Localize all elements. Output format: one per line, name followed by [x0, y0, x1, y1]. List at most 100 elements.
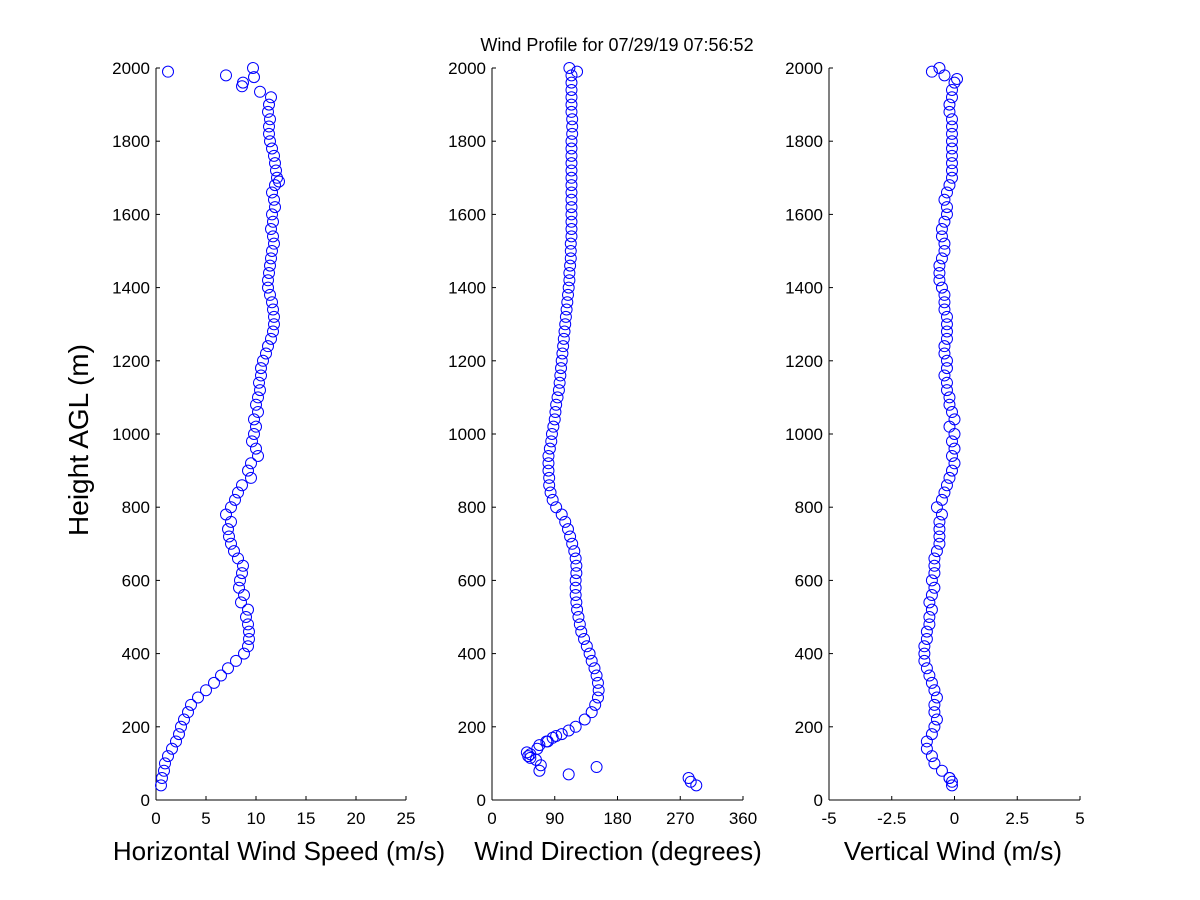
data-point-speed [225, 501, 237, 514]
data-point-speed [162, 65, 174, 78]
data-point-speed [250, 442, 262, 455]
data-point-vertical [940, 310, 953, 323]
data-point-speed [242, 640, 254, 653]
data-point-speed [236, 567, 248, 580]
data-point-speed [266, 142, 278, 155]
y-tick-label: 1600 [112, 205, 150, 224]
data-point-speed [238, 647, 250, 660]
data-point-speed [254, 85, 266, 98]
data-point-direction [533, 764, 546, 777]
y-tick-label: 200 [122, 718, 150, 737]
data-point-direction [565, 201, 578, 214]
data-point-vertical [948, 442, 961, 455]
data-point-direction [690, 779, 703, 792]
data-point-direction [559, 318, 572, 331]
data-point-direction [565, 83, 578, 96]
x-axis-label-direction: Wind Direction (degrees) [474, 836, 762, 866]
x-tick-label: 180 [603, 809, 631, 828]
data-point-vertical [943, 98, 956, 111]
data-point-direction [542, 449, 555, 462]
x-tick-label: 20 [347, 809, 366, 828]
data-point-direction [590, 761, 603, 774]
data-point-vertical [918, 640, 931, 653]
data-point-speed [267, 325, 279, 338]
y-tick-label: 1800 [112, 132, 150, 151]
data-point-speed [222, 662, 234, 675]
data-point-vertical [945, 779, 958, 792]
data-point-direction [555, 354, 568, 367]
data-point-vertical [928, 559, 941, 572]
data-point-direction [559, 310, 572, 323]
data-point-direction [556, 347, 569, 360]
y-tick-label: 400 [122, 645, 150, 664]
data-point-direction [542, 464, 555, 477]
data-point-direction [561, 288, 574, 301]
data-point-speed [243, 632, 255, 645]
data-point-vertical [925, 603, 938, 616]
data-point-direction [550, 501, 563, 514]
data-point-vertical [933, 259, 946, 272]
data-point-speed [155, 779, 167, 792]
data-point-direction [543, 442, 556, 455]
data-point-speed [166, 742, 178, 755]
data-point-direction [569, 574, 582, 587]
x-tick-label: 0 [950, 809, 959, 828]
data-point-vertical [923, 618, 936, 631]
data-point-speed [268, 149, 280, 162]
data-point-vertical [945, 142, 958, 155]
data-point-direction [551, 391, 564, 404]
data-point-speed [265, 252, 277, 265]
chart-title: Wind Profile for 07/29/19 07:56:52 [480, 35, 753, 55]
data-point-direction [565, 179, 578, 192]
data-point-vertical [935, 230, 948, 243]
data-point-direction [524, 751, 537, 764]
data-point-speed [247, 62, 259, 74]
data-point-direction [591, 676, 604, 689]
data-point-vertical [945, 83, 958, 96]
data-point-vertical [928, 698, 941, 711]
data-point-vertical [935, 223, 948, 236]
data-point-direction [569, 581, 582, 594]
data-point-speed [245, 457, 257, 470]
data-point-vertical [938, 303, 951, 316]
data-point-vertical [938, 340, 951, 353]
data-point-direction [585, 654, 598, 667]
data-point-direction [565, 208, 578, 221]
data-point-direction [561, 523, 574, 536]
panel-vertical-wind: Vertical Wind (m/s) 0 200 400 600 800 1000 120… [785, 59, 1085, 866]
data-point-vertical [943, 772, 956, 785]
data-point-speed [236, 80, 248, 93]
panel-wind-direction: Wind Direction (degrees) 0 200 400 600 800 10… [448, 59, 762, 866]
x-tick-label: 360 [729, 809, 757, 828]
data-point-speed [264, 135, 276, 148]
data-point-vertical [945, 149, 958, 162]
data-point-speed [246, 435, 258, 448]
data-point-speed [223, 530, 235, 543]
data-point-direction [565, 76, 578, 89]
y-tick-label: 800 [458, 498, 486, 517]
data-point-vertical [935, 252, 948, 265]
data-point-direction [564, 530, 577, 543]
data-point-vertical [945, 449, 958, 462]
data-point-direction [562, 281, 575, 294]
data-point-vertical [940, 362, 953, 375]
data-point-vertical [940, 318, 953, 331]
data-point-direction [569, 589, 582, 602]
data-point-vertical [940, 384, 953, 397]
x-axis-label-vertical: Vertical Wind (m/s) [844, 836, 1062, 866]
data-point-direction [565, 230, 578, 243]
data-point-speed [232, 552, 244, 565]
data-point-vertical [935, 508, 948, 521]
x-tick-label: 270 [666, 809, 694, 828]
data-point-direction [562, 724, 575, 737]
data-point-vertical [935, 281, 948, 294]
data-point-vertical [940, 201, 953, 214]
data-point-vertical [923, 596, 936, 609]
y-tick-label: 800 [122, 498, 150, 517]
data-point-direction [563, 274, 576, 287]
data-point-speed [243, 625, 255, 638]
data-point-speed [248, 413, 260, 426]
data-point-direction [547, 420, 560, 433]
data-point-vertical [920, 625, 933, 638]
data-point-speed [178, 713, 190, 726]
